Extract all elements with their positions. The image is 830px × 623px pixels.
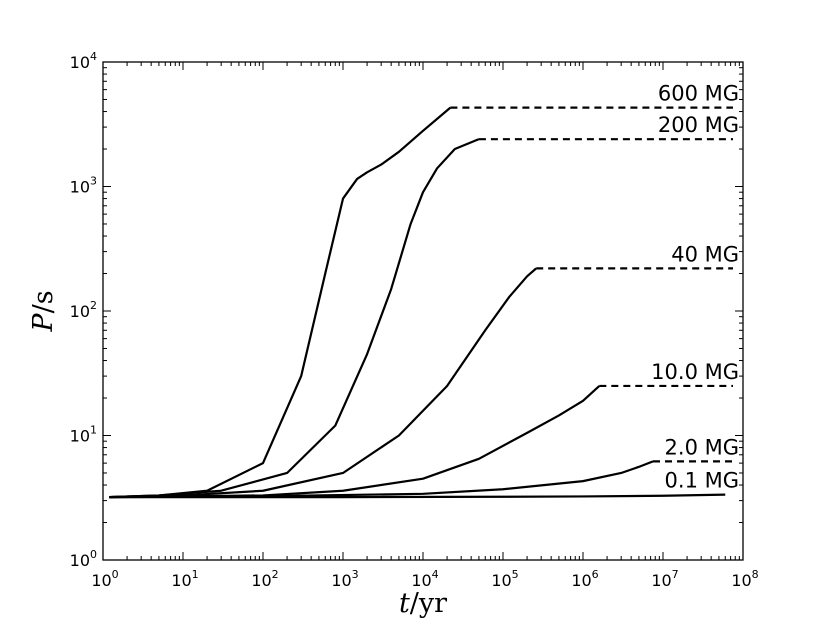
x-tick-label-6: 106 [571, 568, 598, 590]
y-axis-ticks: 100 101 102 103 104 [70, 50, 743, 570]
series-line-1 [109, 138, 480, 499]
y-tick-label-0: 100 [70, 548, 97, 570]
series-label-layer: 600 MG 200 MG 40 MG 10.0 MG 2.0 MG 0.1 MG [651, 82, 739, 493]
x-tick-label-4: 104 [411, 568, 438, 590]
x-tick-label-1: 101 [171, 568, 198, 590]
y-tick-label-3: 103 [70, 175, 97, 197]
x-axis-label: t/yr [399, 588, 447, 619]
series-line-4 [109, 460, 654, 499]
x-tick-label-5: 105 [491, 568, 518, 590]
x-tick-label-8: 108 [731, 568, 758, 590]
series-line-3 [109, 385, 601, 499]
x-tick-label-3: 103 [331, 568, 358, 590]
series-label-3: 10.0 MG [651, 360, 739, 384]
series-label-4: 2.0 MG [665, 435, 739, 459]
series-line-0 [109, 106, 452, 499]
series-label-2: 40 MG [671, 242, 739, 266]
series-line-2 [109, 267, 537, 499]
x-tick-label-0: 100 [91, 568, 118, 590]
x-tick-label-7: 107 [651, 568, 678, 590]
y-axis-variable: P [28, 313, 59, 333]
y-axis-label: P/s [28, 290, 59, 332]
y-tick-label-4: 104 [70, 50, 97, 72]
series-layer [109, 106, 734, 499]
y-axis-unit: /s [28, 290, 59, 313]
x-axis-unit: /yr [410, 588, 447, 619]
x-axis-variable: t [399, 588, 410, 619]
x-axis-ticks: 100 101 102 103 104 105 106 107 108 [91, 62, 759, 590]
y-tick-label-1: 101 [70, 424, 97, 446]
series-label-1: 200 MG [658, 113, 739, 137]
series-label-0: 600 MG [658, 82, 739, 106]
series-label-5: 0.1 MG [665, 469, 739, 493]
x-tick-label-2: 102 [251, 568, 278, 590]
y-tick-label-2: 102 [70, 299, 97, 321]
plot-frame [102, 61, 744, 561]
series-line-5 [109, 493, 726, 499]
